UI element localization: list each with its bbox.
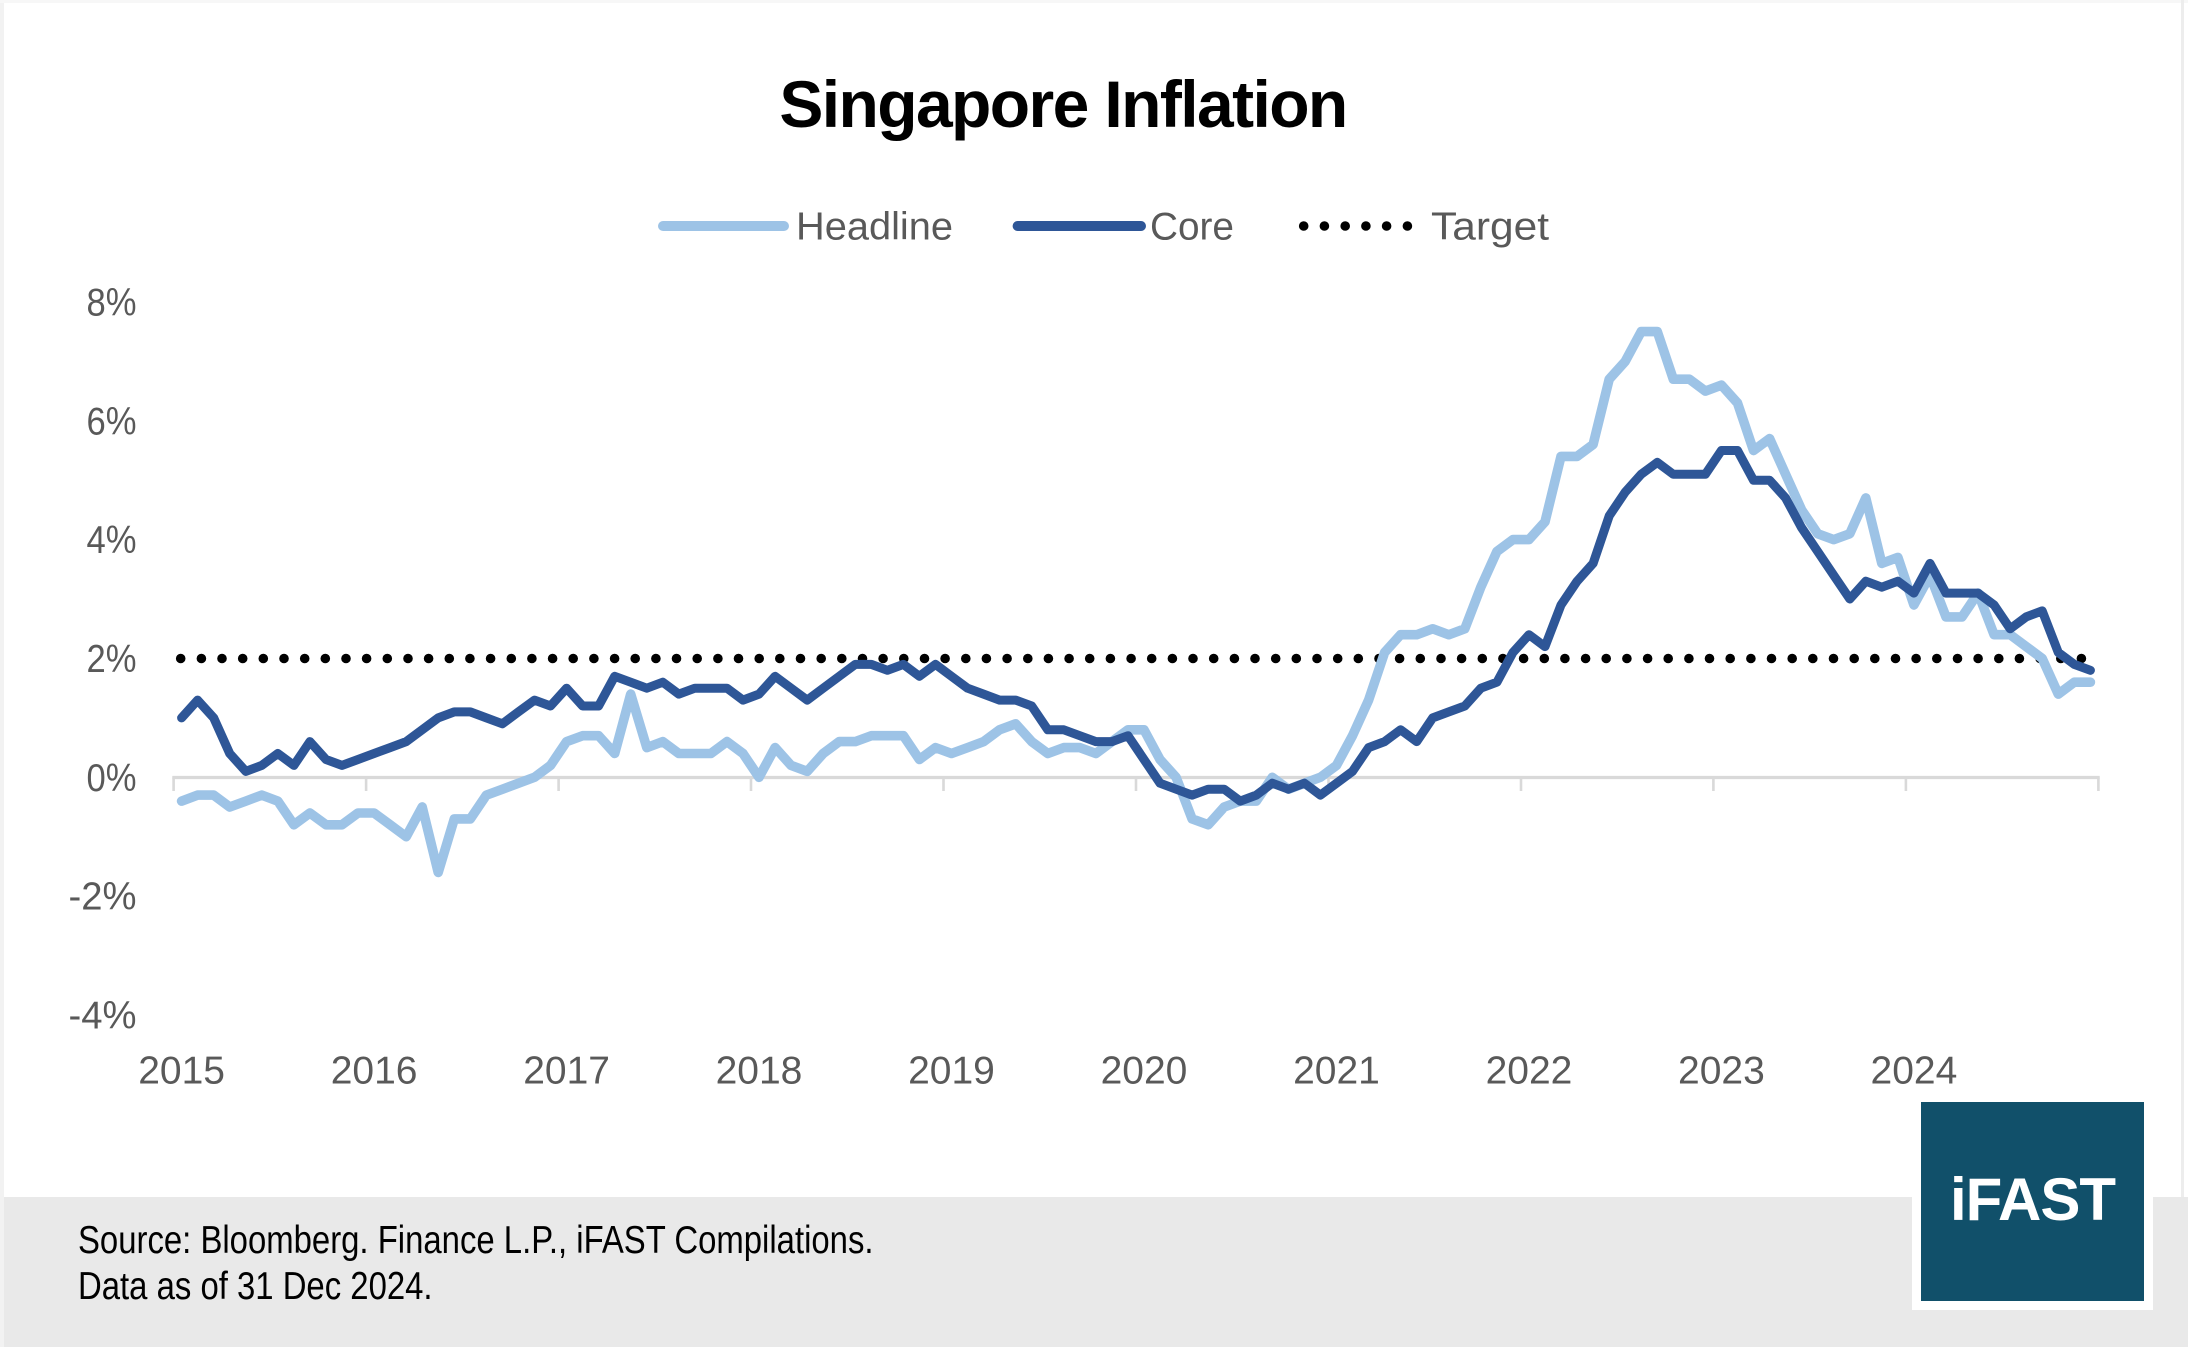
svg-text:2017: 2017 <box>523 1050 610 1093</box>
svg-text:0%: 0% <box>87 757 137 800</box>
svg-text:2024: 2024 <box>1871 1050 1958 1093</box>
svg-text:2021: 2021 <box>1293 1050 1380 1093</box>
svg-text:2018: 2018 <box>716 1050 803 1093</box>
svg-text:6%: 6% <box>87 400 137 443</box>
svg-text:4%: 4% <box>87 519 137 562</box>
svg-text:2015: 2015 <box>138 1050 225 1093</box>
svg-text:2019: 2019 <box>908 1050 995 1093</box>
svg-text:2020: 2020 <box>1101 1050 1188 1093</box>
svg-text:Singapore Inflation: Singapore Inflation <box>779 67 1346 141</box>
svg-text:8%: 8% <box>87 282 137 325</box>
svg-text:-2%: -2% <box>69 876 137 919</box>
svg-text:2016: 2016 <box>331 1050 418 1093</box>
svg-text:-4%: -4% <box>69 995 137 1038</box>
svg-text:Core: Core <box>1150 206 1234 249</box>
svg-text:Target: Target <box>1431 206 1549 249</box>
svg-text:Headline: Headline <box>796 206 953 249</box>
svg-text:2%: 2% <box>87 638 137 681</box>
svg-text:2023: 2023 <box>1678 1050 1765 1093</box>
svg-text:2022: 2022 <box>1486 1050 1573 1093</box>
